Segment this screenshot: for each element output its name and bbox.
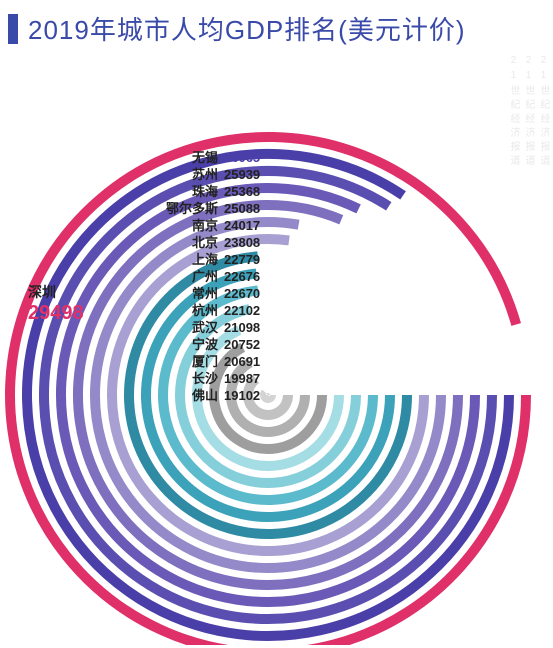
city-name: 佛山 [148,385,218,404]
city-value: 25088 [224,201,260,216]
city-row: 佛山 19102 [148,385,260,402]
city-value: 26065 [224,150,260,165]
city-row: 广州22676 [148,266,260,283]
title-bar: 2019年城市人均GDP排名(美元计价) [0,0,553,55]
city-row: 苏州25939 [148,164,260,181]
city-row: 宁波20752 [148,334,260,351]
title-marker [8,14,18,44]
city-row: 珠海25368 [148,181,260,198]
city-value: 20752 [224,337,260,352]
featured-label: 深圳 29498 [28,282,84,325]
city-row: 厦门20691 [148,351,260,368]
chart-title: 2019年城市人均GDP排名(美元计价) [28,10,466,47]
city-value: 19102 [224,388,260,403]
city-value: 25939 [224,167,260,182]
label-column: 无锡26065苏州25939珠海25368鄂尔多斯25088南京24017北京2… [0,55,553,645]
city-value: 22779 [224,252,260,267]
city-row: 南京24017 [148,215,260,232]
city-row: 无锡26065 [148,147,260,164]
city-row: 上海22779 [148,249,260,266]
city-value: 21098 [224,320,260,335]
chart-canvas: 2019年城市人均GDP排名(美元计价) 无锡26065苏州25939珠海253… [0,0,553,648]
featured-value: 29498 [28,302,84,325]
city-value: 22102 [224,303,260,318]
city-value: 22676 [224,269,260,284]
city-value: 24017 [224,218,260,233]
city-row: 武汉21098 [148,317,260,334]
featured-city: 深圳 [28,282,84,302]
city-value: 22670 [224,286,260,301]
city-value: 20691 [224,354,260,369]
city-value: 19987 [224,371,260,386]
city-value: 23808 [224,235,260,250]
chart-area: 无锡26065苏州25939珠海25368鄂尔多斯25088南京24017北京2… [0,55,553,645]
city-value: 25368 [224,184,260,199]
city-row: 北京23808 [148,232,260,249]
city-row: 长沙19987 [148,368,260,385]
city-row: 杭州22102 [148,300,260,317]
city-row: 鄂尔多斯25088 [148,198,260,215]
city-row: 常州22670 [148,283,260,300]
